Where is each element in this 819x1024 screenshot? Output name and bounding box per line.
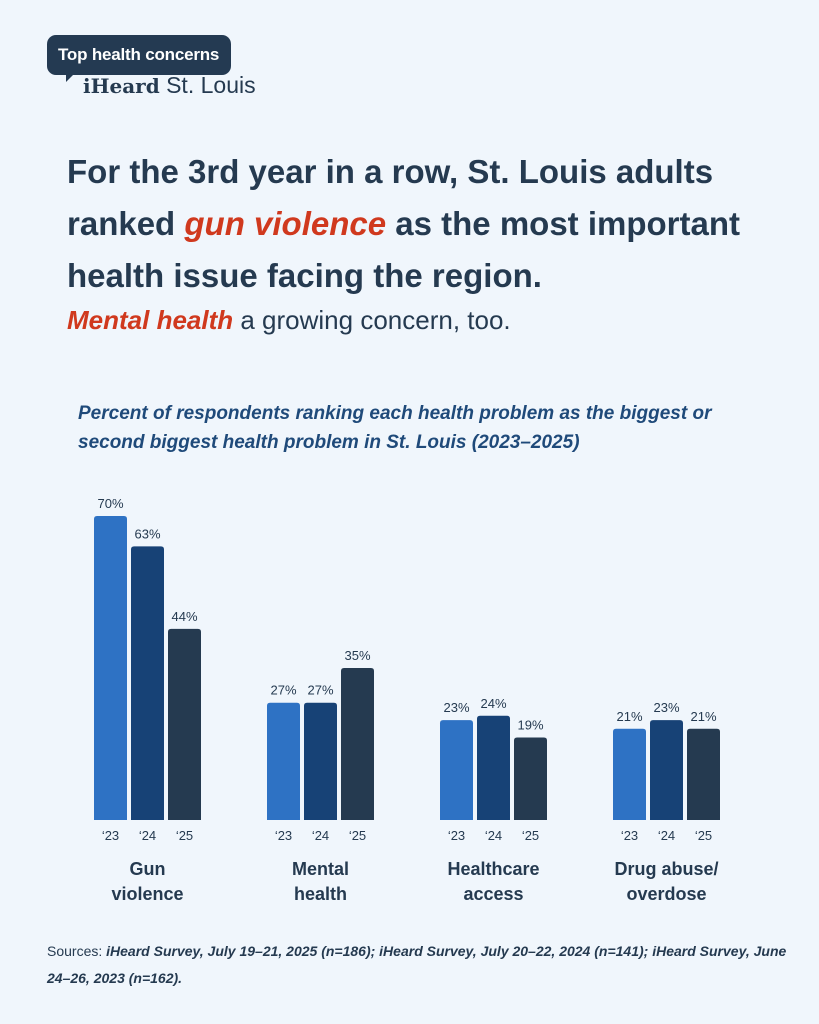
headline-accent: gun violence: [184, 205, 387, 242]
brand-logo: iHeard St. Louis: [83, 72, 256, 99]
data-label: 27%: [307, 683, 333, 698]
bar-3-1: [650, 720, 683, 820]
sources: Sources: iHeard Survey, July 19–21, 2025…: [47, 938, 787, 992]
data-label: 70%: [97, 496, 123, 511]
category-label: Drug abuse/: [614, 859, 718, 879]
data-label: 35%: [344, 648, 370, 663]
subhead-accent: Mental health: [67, 305, 234, 335]
data-label: 63%: [134, 526, 160, 541]
bar-chart: 70% ‘23 63% ‘24 44% ‘25 Gun violence 27% ‘23 27% ‘2…: [94, 496, 720, 904]
headline-pre: For the 3rd year in a row, St. Louis adu…: [67, 153, 714, 242]
x-tick-label: ‘24: [139, 828, 156, 843]
data-label: 44%: [171, 609, 197, 624]
x-tick-label: ‘25: [522, 828, 539, 843]
bar-0-1: [131, 546, 164, 820]
data-label: 23%: [443, 700, 469, 715]
bar-0-2: [168, 628, 201, 820]
chart-area: 70% ‘23 63% ‘24 44% ‘25 Gun violence 27% ‘23 27% ‘2…: [0, 480, 819, 925]
chart-title: Percent of respondents ranking each heal…: [78, 403, 712, 453]
x-tick-label: ‘24: [485, 828, 502, 843]
headline: For the 3rd year in a row, St. Louis adu…: [67, 146, 787, 302]
x-tick-label: ‘25: [176, 828, 193, 843]
category-label: overdose: [626, 884, 706, 904]
sources-label: Sources:: [47, 943, 107, 959]
category-label: health: [294, 884, 347, 904]
bar-3-0: [613, 728, 646, 820]
headline-post: as the most important health issue facin…: [67, 205, 740, 294]
x-tick-label: ‘24: [312, 828, 329, 843]
subhead: Mental health a growing concern, too.: [67, 305, 511, 336]
bar-3-2: [687, 728, 720, 820]
x-tick-label: ‘24: [658, 828, 675, 843]
brand-name-rest: St. Louis: [159, 72, 256, 98]
category-label: Gun: [130, 859, 166, 879]
category-label: Mental: [292, 859, 349, 879]
x-tick-label: ‘23: [448, 828, 465, 843]
x-tick-label: ‘25: [695, 828, 712, 843]
brand-name-bold: iHeard: [83, 74, 160, 98]
bar-0-0: [94, 516, 127, 820]
data-label: 21%: [690, 709, 716, 724]
data-label: 27%: [270, 683, 296, 698]
brand-badge-tail: [66, 68, 80, 82]
category-label: Healthcare: [447, 859, 539, 879]
data-label: 23%: [653, 700, 679, 715]
sources-text: iHeard Survey, July 19–21, 2025 (n=186);…: [47, 943, 787, 986]
data-label: 24%: [480, 696, 506, 711]
x-tick-label: ‘25: [349, 828, 366, 843]
data-label: 21%: [616, 709, 642, 724]
bar-2-2: [514, 737, 547, 820]
bar-1-0: [267, 702, 300, 820]
x-tick-label: ‘23: [275, 828, 292, 843]
bar-1-1: [304, 702, 337, 820]
x-tick-label: ‘23: [621, 828, 638, 843]
bar-2-1: [477, 715, 510, 820]
x-tick-label: ‘23: [102, 828, 119, 843]
category-label: access: [463, 884, 523, 904]
subhead-rest: a growing concern, too.: [233, 305, 511, 335]
bar-1-2: [341, 668, 374, 820]
category-label: violence: [111, 884, 183, 904]
bar-2-0: [440, 720, 473, 820]
data-label: 19%: [517, 717, 543, 732]
